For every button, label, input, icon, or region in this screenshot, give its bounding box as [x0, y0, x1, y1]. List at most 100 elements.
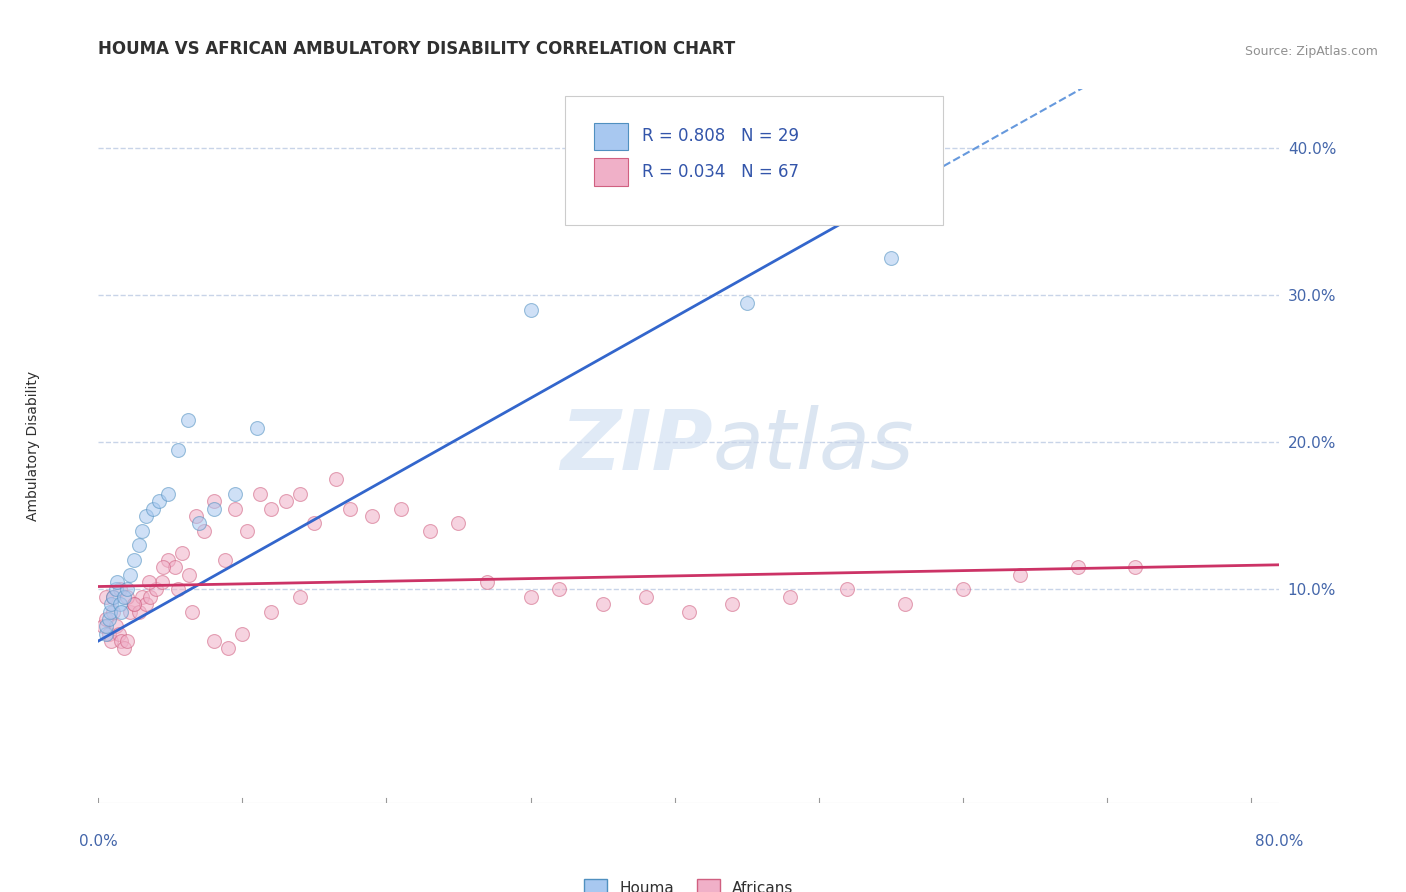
Point — [217, 641, 239, 656]
Point — [128, 538, 150, 552]
Text: atlas: atlas — [713, 406, 914, 486]
Point — [100, 597, 122, 611]
Point — [181, 605, 204, 619]
Point — [179, 567, 201, 582]
Point — [101, 590, 124, 604]
Point — [231, 626, 253, 640]
Point — [145, 582, 167, 597]
Point — [135, 508, 157, 523]
Point — [115, 634, 138, 648]
Point — [389, 501, 412, 516]
Point — [124, 597, 146, 611]
Point — [879, 252, 901, 266]
Point — [202, 634, 225, 648]
Point — [135, 597, 157, 611]
Point — [131, 524, 153, 538]
Point — [477, 575, 499, 590]
Point — [112, 641, 135, 656]
Point — [166, 582, 188, 597]
Point — [101, 605, 124, 619]
Point — [156, 553, 179, 567]
Point — [98, 605, 121, 619]
Point — [202, 501, 225, 516]
Point — [104, 582, 127, 597]
Point — [170, 546, 193, 560]
FancyBboxPatch shape — [565, 96, 943, 225]
Point — [120, 605, 142, 619]
Point — [124, 597, 146, 611]
Point — [142, 501, 165, 516]
Point — [139, 590, 162, 604]
Point — [419, 524, 441, 538]
Point — [304, 516, 326, 531]
Point — [837, 582, 859, 597]
Text: Source: ZipAtlas.com: Source: ZipAtlas.com — [1244, 45, 1378, 58]
Point — [721, 597, 744, 611]
Point — [148, 494, 170, 508]
Text: 80.0%: 80.0% — [1256, 834, 1303, 849]
Bar — [595, 123, 627, 150]
Point — [131, 590, 153, 604]
Text: 0.0%: 0.0% — [79, 834, 118, 849]
Point — [246, 420, 269, 434]
Point — [124, 553, 146, 567]
Point — [120, 567, 142, 582]
Point — [361, 508, 384, 523]
Point — [108, 597, 131, 611]
Point — [107, 626, 129, 640]
Point — [110, 634, 132, 648]
Point — [138, 575, 160, 590]
Point — [634, 590, 657, 604]
Point — [152, 560, 174, 574]
Point — [105, 575, 128, 590]
Point — [112, 590, 135, 604]
Legend: Houma, Africans: Houma, Africans — [576, 871, 801, 892]
Point — [224, 501, 246, 516]
Point — [1125, 560, 1147, 574]
Point — [678, 605, 700, 619]
Text: R = 0.034   N = 67: R = 0.034 N = 67 — [641, 163, 799, 181]
Point — [952, 582, 974, 597]
Text: ZIP: ZIP — [560, 406, 713, 486]
Point — [104, 619, 127, 633]
Point — [94, 626, 117, 640]
Point — [150, 575, 173, 590]
Point — [339, 501, 361, 516]
Point — [260, 605, 283, 619]
Point — [100, 634, 122, 648]
Point — [110, 605, 132, 619]
Point — [108, 582, 131, 597]
Point — [894, 597, 917, 611]
Point — [249, 487, 271, 501]
Point — [94, 612, 117, 626]
Point — [115, 582, 138, 597]
Text: R = 0.808   N = 29: R = 0.808 N = 29 — [641, 128, 799, 145]
Point — [447, 516, 470, 531]
Point — [288, 590, 311, 604]
Point — [94, 619, 117, 633]
Point — [188, 516, 211, 531]
Point — [519, 302, 541, 317]
Point — [214, 553, 236, 567]
Point — [548, 582, 571, 597]
Point — [519, 590, 541, 604]
Text: Ambulatory Disability: Ambulatory Disability — [27, 371, 41, 521]
Point — [163, 560, 186, 574]
Point — [97, 612, 120, 626]
Point — [177, 413, 200, 427]
Point — [97, 626, 120, 640]
Point — [115, 590, 138, 604]
Point — [101, 590, 124, 604]
Point — [735, 295, 758, 310]
Bar — [595, 159, 627, 186]
Point — [1010, 567, 1032, 582]
Point — [193, 524, 215, 538]
Point — [224, 487, 246, 501]
Point — [91, 619, 114, 633]
Point — [288, 487, 311, 501]
Point — [274, 494, 297, 508]
Point — [592, 597, 614, 611]
Text: HOUMA VS AFRICAN AMBULATORY DISABILITY CORRELATION CHART: HOUMA VS AFRICAN AMBULATORY DISABILITY C… — [98, 40, 735, 58]
Point — [186, 508, 208, 523]
Point — [325, 472, 347, 486]
